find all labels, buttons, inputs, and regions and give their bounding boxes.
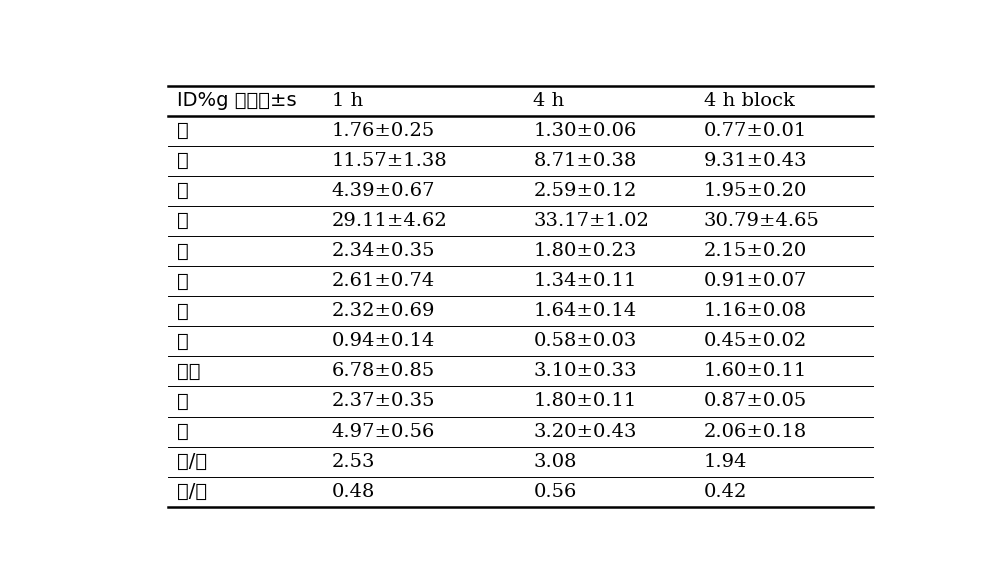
Text: 胃: 胃	[177, 272, 189, 290]
Text: 0.58±0.03: 0.58±0.03	[533, 332, 637, 350]
Text: ID%g 平均値±s: ID%g 平均値±s	[177, 91, 297, 110]
Text: 1.76±0.25: 1.76±0.25	[332, 122, 435, 140]
Text: 1.80±0.23: 1.80±0.23	[533, 242, 637, 260]
Text: 33.17±1.02: 33.17±1.02	[533, 212, 649, 230]
Text: 4.97±0.56: 4.97±0.56	[332, 423, 435, 441]
Text: 0.42: 0.42	[704, 482, 747, 501]
Text: 4 h: 4 h	[533, 91, 565, 109]
Text: 0.87±0.05: 0.87±0.05	[704, 392, 807, 410]
Text: 11.57±1.38: 11.57±1.38	[332, 152, 448, 170]
Text: 1.80±0.11: 1.80±0.11	[533, 392, 637, 410]
Text: 1.64±0.14: 1.64±0.14	[533, 302, 637, 320]
Text: 2.53: 2.53	[332, 453, 375, 471]
Text: 2.37±0.35: 2.37±0.35	[332, 392, 435, 410]
Text: 1.95±0.20: 1.95±0.20	[704, 182, 807, 200]
Text: 8.71±0.38: 8.71±0.38	[533, 152, 637, 170]
Text: 3.10±0.33: 3.10±0.33	[533, 363, 637, 381]
Text: 肉: 肉	[177, 332, 189, 351]
Text: 3.20±0.43: 3.20±0.43	[533, 423, 637, 441]
Text: 肺: 肺	[177, 182, 189, 200]
Text: 6.78±0.85: 6.78±0.85	[332, 363, 435, 381]
Text: 1 h: 1 h	[332, 91, 363, 109]
Text: 瘾: 瘾	[177, 392, 189, 411]
Text: 0.77±0.01: 0.77±0.01	[704, 122, 807, 140]
Text: 0.48: 0.48	[332, 482, 375, 501]
Text: 9.31±0.43: 9.31±0.43	[704, 152, 808, 170]
Text: 4 h block: 4 h block	[704, 91, 795, 109]
Text: 脾: 脾	[177, 242, 189, 261]
Text: 2.59±0.12: 2.59±0.12	[533, 182, 637, 200]
Text: 4.39±0.67: 4.39±0.67	[332, 182, 435, 200]
Text: 3.08: 3.08	[533, 453, 577, 471]
Text: 2.34±0.35: 2.34±0.35	[332, 242, 435, 260]
Text: 小肀: 小肀	[177, 362, 200, 381]
Text: 心: 心	[177, 121, 189, 140]
Text: 2.61±0.74: 2.61±0.74	[332, 272, 435, 290]
Text: 瘾/血: 瘾/血	[177, 482, 207, 501]
Text: 0.91±0.07: 0.91±0.07	[704, 272, 807, 290]
Text: 0.45±0.02: 0.45±0.02	[704, 332, 807, 350]
Text: 肝: 肝	[177, 151, 189, 171]
Text: 0.56: 0.56	[533, 482, 577, 501]
Text: 骨: 骨	[177, 301, 189, 321]
Text: 1.94: 1.94	[704, 453, 747, 471]
Text: 29.11±4.62: 29.11±4.62	[332, 212, 448, 230]
Text: 1.60±0.11: 1.60±0.11	[704, 363, 807, 381]
Text: 2.06±0.18: 2.06±0.18	[704, 423, 807, 441]
Text: 血: 血	[177, 422, 189, 441]
Text: 1.30±0.06: 1.30±0.06	[533, 122, 637, 140]
Text: 30.79±4.65: 30.79±4.65	[704, 212, 820, 230]
Text: 2.15±0.20: 2.15±0.20	[704, 242, 807, 260]
Text: 肆: 肆	[177, 211, 189, 230]
Text: 1.16±0.08: 1.16±0.08	[704, 302, 807, 320]
Text: 2.32±0.69: 2.32±0.69	[332, 302, 435, 320]
Text: 0.94±0.14: 0.94±0.14	[332, 332, 435, 350]
Text: 瘾/肉: 瘾/肉	[177, 452, 207, 471]
Text: 1.34±0.11: 1.34±0.11	[533, 272, 637, 290]
